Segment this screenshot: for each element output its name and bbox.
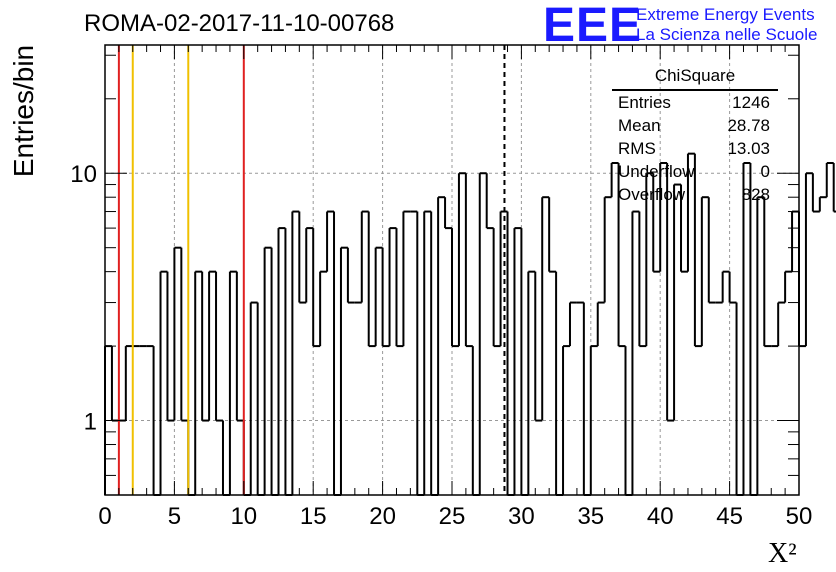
logo-subtitle-line2: La Scienza nelle Scuole [636, 25, 818, 44]
y-tick-label: 10 [70, 161, 97, 188]
x-tick-label: 50 [786, 503, 813, 530]
stats-row-rms: RMS 13.03 [612, 137, 778, 160]
stats-row-underflow: Underflow 0 [612, 160, 778, 183]
stats-label: RMS [618, 139, 656, 158]
logo-subtitle-line1: Extreme Energy Events [636, 5, 815, 24]
stats-label: Entries [618, 93, 671, 112]
stats-row-entries: Entries 1246 [612, 91, 778, 114]
stats-title: ChiSquare [612, 66, 778, 91]
stats-value: 828 [741, 185, 770, 204]
x-axis-label: X² [768, 538, 797, 569]
eee-logo: EEE [543, 0, 643, 52]
plot-title: ROMA-02-2017-11-10-00768 [84, 10, 395, 37]
y-axis-label: Entries/bin [8, 44, 39, 178]
y-tick-label: 1 [84, 409, 97, 436]
stats-row-overflow: Overflow 828 [612, 183, 778, 206]
stats-box: ChiSquare Entries 1246 Mean 28.78 RMS 13.03… [612, 66, 778, 206]
stats-value: 28.78 [727, 116, 770, 135]
x-tick-label: 5 [168, 503, 181, 530]
x-tick-label: 25 [439, 503, 466, 530]
stats-label: Underflow [618, 162, 695, 181]
x-tick-label: 20 [369, 503, 396, 530]
x-tick-label: 35 [577, 503, 604, 530]
stats-label: Mean [618, 116, 661, 135]
x-tick-label: 15 [300, 503, 327, 530]
x-tick-label: 10 [230, 503, 257, 530]
stats-label: Overflow [618, 185, 686, 204]
x-tick-label: 45 [716, 503, 743, 530]
x-tick-label: 30 [508, 503, 535, 530]
x-tick-label: 40 [647, 503, 674, 530]
stats-value: 0 [760, 162, 770, 181]
stats-value: 13.03 [727, 139, 770, 158]
stats-value: 1246 [732, 93, 770, 112]
x-tick-label: 0 [98, 503, 111, 530]
stats-row-mean: Mean 28.78 [612, 114, 778, 137]
